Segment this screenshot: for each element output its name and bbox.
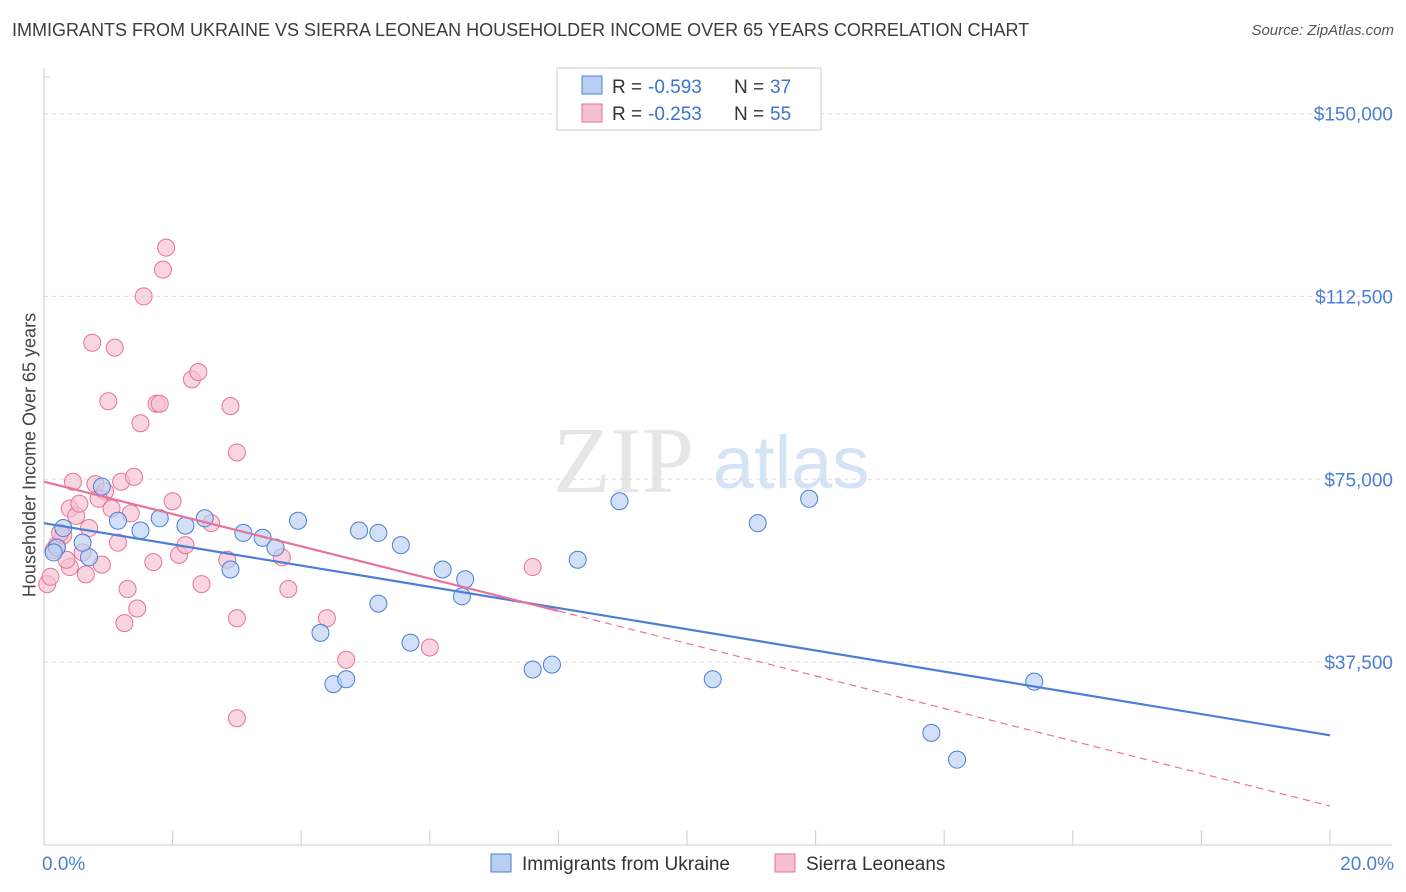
ukraine-point-4 xyxy=(108,511,127,530)
sierra-point-18 xyxy=(105,338,124,357)
legend-r-label-ukraine: R = xyxy=(612,77,642,98)
sierra-point-7 xyxy=(63,472,82,491)
x-tick-labels: 0.0% 20.0% xyxy=(42,854,1394,875)
ukraine-point-26 xyxy=(542,655,561,674)
y-tick-label-2: $112,500 xyxy=(1315,287,1393,308)
chart-source: Source: ZipAtlas.com xyxy=(1251,22,1394,39)
y-tick-label-3: $150,000 xyxy=(1314,105,1393,126)
sierra-point-20 xyxy=(115,614,134,633)
x-tick-label-min: 0.0% xyxy=(42,854,85,875)
bottom-legend-swatch-sierra xyxy=(774,853,796,873)
legend-r-value-sierra: -0.253 xyxy=(648,104,702,125)
ukraine-point-28 xyxy=(610,492,629,511)
legend-r-value-ukraine: -0.593 xyxy=(648,77,702,98)
top-legend: R = -0.593 N = 37 R = -0.253 N = 55 xyxy=(556,67,822,131)
ukraine-point-25 xyxy=(523,660,542,679)
y-tick-label-0: $37,500 xyxy=(1324,653,1393,674)
legend-n-label-sierra: N = xyxy=(734,104,764,125)
sierra-point-1 xyxy=(41,567,60,586)
sierra-point-31 xyxy=(157,238,176,257)
legend-swatch-ukraine xyxy=(581,75,603,95)
grid-layer xyxy=(44,113,1392,663)
sierra-point-27 xyxy=(144,553,163,572)
chart-title: IMMIGRANTS FROM UKRAINE VS SIERRA LEONEA… xyxy=(12,20,1030,40)
ukraine-point-21 xyxy=(401,633,420,652)
ukraine-point-31 xyxy=(800,489,819,508)
ukraine-point-32 xyxy=(922,723,941,742)
sierra-point-26 xyxy=(134,287,153,306)
ukraine-point-17 xyxy=(350,521,369,540)
ukraine-point-3 xyxy=(92,477,111,496)
ukraine-point-9 xyxy=(221,560,240,579)
sierra-point-41 xyxy=(227,443,246,462)
sierra-point-21 xyxy=(118,580,137,598)
sierra-point-17 xyxy=(99,392,118,411)
legend-r-label-sierra: R = xyxy=(612,104,642,125)
sierra-point-15 xyxy=(83,333,102,352)
sierra-trend-line xyxy=(43,480,559,613)
sierra-point-36 xyxy=(189,363,208,382)
y-tick-labels: $37,500 $75,000 $112,500 $150,000 xyxy=(1314,105,1393,675)
sierra-point-47 xyxy=(337,650,356,669)
ukraine-point-20 xyxy=(391,536,410,555)
ukraine-trend-line xyxy=(43,522,1331,737)
sierra-point-29 xyxy=(150,394,169,413)
sierra-point-48 xyxy=(420,638,439,657)
sierra-point-49 xyxy=(523,558,542,577)
bottom-legend: Immigrants from Ukraine Sierra Leoneans xyxy=(490,853,945,875)
ukraine-point-13 xyxy=(288,511,307,530)
ukraine-point-14 xyxy=(311,623,330,642)
y-tick-label-1: $75,000 xyxy=(1324,470,1393,491)
sierra-point-23 xyxy=(125,467,144,486)
sierra-point-37 xyxy=(192,575,211,594)
bottom-legend-label-sierra: Sierra Leoneans xyxy=(806,854,945,875)
ukraine-point-18 xyxy=(369,594,388,613)
sierra-point-9 xyxy=(70,494,89,513)
ukraine-point-19 xyxy=(369,523,388,542)
bottom-legend-swatch-ukraine xyxy=(490,853,512,873)
sierra-point-40 xyxy=(221,397,240,416)
sierra-trend-extension xyxy=(558,610,1331,807)
sierra-point-25 xyxy=(131,414,150,433)
ukraine-point-33 xyxy=(948,750,967,769)
ukraine-point-29 xyxy=(703,670,722,689)
ukraine-point-30 xyxy=(748,514,767,533)
ukraine-point-27 xyxy=(568,550,587,569)
ukraine-point-35 xyxy=(44,543,63,562)
sierra-point-24 xyxy=(128,599,147,618)
legend-n-label-ukraine: N = xyxy=(734,77,764,98)
legend-n-value-ukraine: 37 xyxy=(770,77,791,98)
sierra-point-30 xyxy=(153,260,172,279)
axes-layer xyxy=(43,68,1392,846)
sierra-point-42 xyxy=(227,609,246,628)
sierra-point-50 xyxy=(108,533,127,552)
bottom-legend-label-ukraine: Immigrants from Ukraine xyxy=(522,854,730,875)
sierra-point-11 xyxy=(76,565,95,584)
points-layer xyxy=(38,238,1044,769)
trend-layer xyxy=(43,480,1331,807)
legend-swatch-sierra xyxy=(581,103,603,123)
ukraine-point-22 xyxy=(433,560,452,579)
sierra-point-43 xyxy=(227,709,246,728)
watermark-atlas: atlas xyxy=(713,421,869,504)
sierra-point-45 xyxy=(279,580,298,598)
ukraine-point-5 xyxy=(131,521,150,540)
x-tick-label-max: 20.0% xyxy=(1340,854,1394,875)
ukraine-point-16 xyxy=(337,670,356,689)
sierra-point-32 xyxy=(163,492,182,511)
legend-n-value-sierra: 55 xyxy=(770,104,791,125)
ukraine-point-36 xyxy=(73,533,92,552)
